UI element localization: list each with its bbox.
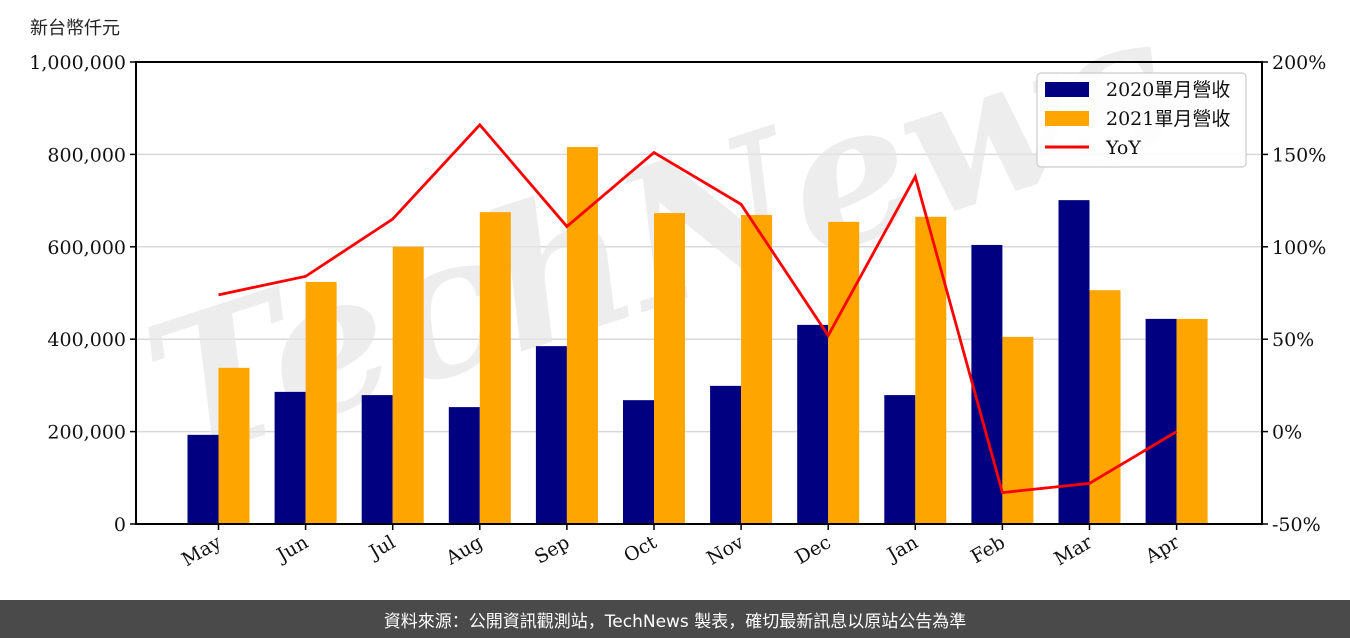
- y-tick-label: 600,000: [47, 237, 126, 259]
- x-tick-label: May: [178, 531, 225, 571]
- source-footer: 資料來源：公開資訊觀測站，TechNews 製表，確切最新訊息以原站公告為準: [0, 600, 1350, 638]
- bar-2021: [1176, 318, 1208, 524]
- bar-2021: [305, 281, 337, 524]
- bar-2020: [1145, 318, 1177, 524]
- y2-tick-label: 0%: [1272, 422, 1302, 444]
- legend-swatch: [1045, 82, 1089, 97]
- bar-2021: [828, 221, 860, 525]
- bar-2020: [535, 346, 567, 524]
- y-tick-label: 0: [114, 514, 126, 536]
- y2-tick-label: -50%: [1272, 514, 1321, 536]
- bar-2021: [218, 367, 250, 524]
- bar-2020: [971, 244, 1003, 524]
- x-tick-label: Mar: [1050, 531, 1096, 570]
- bar-2020: [710, 385, 742, 524]
- y2-tick-label: 150%: [1272, 144, 1326, 166]
- y2-tick-label: 100%: [1272, 237, 1326, 259]
- legend-label: YoY: [1105, 137, 1141, 159]
- x-tick-label: Jul: [364, 531, 399, 564]
- x-tick-label: Dec: [792, 531, 835, 569]
- legend-swatch: [1045, 111, 1089, 126]
- x-tick-label: Oct: [620, 531, 661, 567]
- bar-2021: [915, 216, 947, 524]
- y2-tick-label: 50%: [1272, 329, 1314, 351]
- legend: 2020單月營收 2021單月營收 YoY: [1036, 72, 1247, 168]
- chart-canvas: TechNews0200,000400,000600,000800,0001,0…: [29, 0, 1326, 571]
- bar-2020: [361, 395, 393, 524]
- legend-label: 2021單月營收: [1106, 108, 1230, 130]
- x-tick-label: Apr: [1141, 531, 1184, 568]
- bar-2020: [448, 407, 480, 524]
- plot-frame: [135, 61, 1263, 525]
- bar-2021: [566, 147, 598, 524]
- bar-2021: [654, 213, 685, 524]
- bar-2020: [274, 391, 306, 524]
- chart-area: 新台幣仟元 TechNews 0 200,000 400,000 600,000 800,…: [29, 0, 1326, 571]
- bar-2020: [623, 400, 654, 524]
- bar-2020: [797, 324, 829, 524]
- x-tick-label: Feb: [967, 531, 1009, 568]
- x-tick-label: Nov: [703, 531, 748, 570]
- bar-2021: [1002, 336, 1034, 524]
- bar-2020: [187, 434, 219, 524]
- bar-2020: [884, 395, 916, 524]
- source-text: 資料來源：公開資訊觀測站，TechNews 製表，確切最新訊息以原站公告為準: [383, 611, 967, 632]
- bar-2020: [1058, 200, 1090, 524]
- y-tick-label: 1,000,000: [29, 52, 126, 74]
- bar-2021: [479, 212, 511, 524]
- x-tick-label: Aug: [441, 531, 486, 570]
- y-axis-unit-label: 新台幣仟元: [30, 18, 120, 39]
- y-tick-label: 800,000: [47, 144, 126, 166]
- x-tick-label: Jun: [272, 531, 313, 567]
- y-tick-label: 400,000: [47, 329, 126, 351]
- x-tick-label: Sep: [531, 531, 574, 568]
- y2-tick-label: 200%: [1272, 52, 1326, 74]
- x-tick-label: Jan: [882, 531, 922, 567]
- bar-2021: [392, 246, 424, 525]
- yoy-line: [218, 122, 1178, 495]
- bar-2021: [741, 214, 773, 524]
- y-tick-label: 200,000: [47, 422, 126, 444]
- bar-2021: [1089, 290, 1121, 524]
- legend-label: 2020單月營收: [1106, 79, 1230, 101]
